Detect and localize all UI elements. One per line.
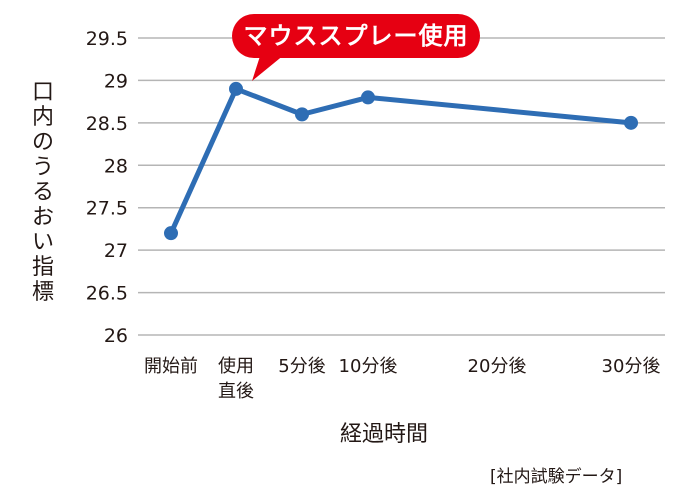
y-tick-label: 29.5 [86,28,128,50]
x-tick-label: 20分後 [468,356,527,377]
x-tick-label-line2: 直後 [218,381,254,402]
data-point-marker [229,81,243,96]
y-axis-title-char: 口 [31,80,54,105]
y-axis-title-char: う [31,155,54,180]
data-point-marker [361,90,375,105]
x-tick-label: 開始前 [144,356,198,377]
y-tick-label: 26.5 [86,283,128,305]
x-tick-label: 5分後 [278,356,325,377]
data-point-marker [295,107,309,122]
y-axis-title-char: 指 [31,255,54,280]
y-tick-label: 28 [104,155,128,177]
callout-text: マウススプレー使用 [243,22,469,50]
y-axis-title-char: る [31,180,54,205]
y-tick-label: 29 [104,70,128,92]
x-tick-label: 10分後 [339,356,398,377]
y-axis-title-char: 内 [31,105,54,130]
x-axis-title: 経過時間 [340,422,429,447]
y-axis-title: 口内のうるおい指標 [28,80,58,305]
series-line [168,86,634,236]
x-tick-label: 30分後 [602,356,661,377]
y-tick-label: 27.5 [86,198,128,220]
y-axis-title-char: い [31,230,54,255]
y-tick-label: 26 [104,325,128,347]
y-tick-label: 28.5 [86,113,128,135]
data-point-marker [164,226,178,241]
y-axis-title-char: 標 [31,280,54,305]
y-tick-label: 27 [104,240,128,262]
annotation-callout: マウススプレー使用 [232,14,480,58]
data-point-marker [624,115,638,130]
y-axis-title-char: の [31,130,54,155]
x-tick-label: 使用 [218,356,254,377]
source-note: [社内試験データ] [490,467,623,487]
y-axis-title-char: お [31,205,54,230]
